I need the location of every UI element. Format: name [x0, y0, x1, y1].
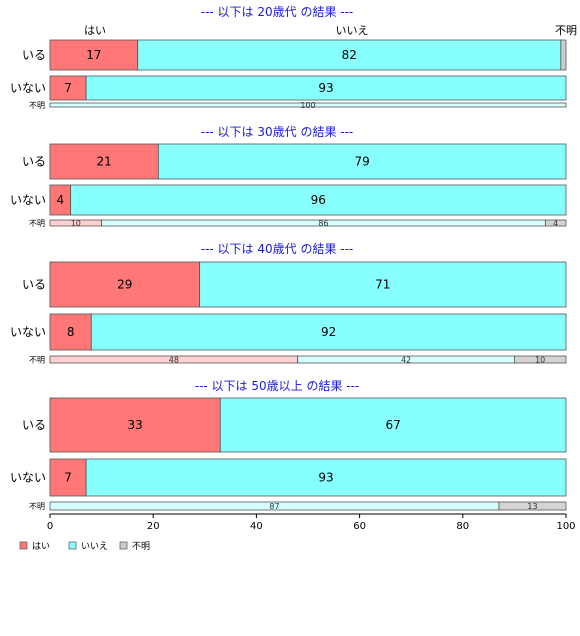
- bar-segment: [49, 261, 201, 308]
- row-label: 不明: [29, 101, 45, 110]
- panel-title: --- 以下は 20歳代 の結果 ---: [201, 5, 354, 19]
- row-label: いる: [22, 155, 46, 169]
- bar-value-label: 93: [318, 81, 333, 95]
- row-label: 不明: [29, 356, 45, 365]
- bar-segment: [560, 39, 567, 71]
- bar-segment: [498, 501, 567, 511]
- panel-title: --- 以下は 50歳以上 の結果 ---: [195, 379, 360, 393]
- row-label: いる: [22, 278, 46, 292]
- bar-segment: [219, 397, 567, 453]
- bar-value-label: 92: [321, 325, 336, 339]
- legend-label: 不明: [132, 541, 150, 552]
- bar-value-label: 10: [535, 356, 545, 365]
- x-tick-label: 60: [353, 521, 366, 532]
- bar-segment: [90, 313, 567, 351]
- row-label: いない: [10, 193, 46, 207]
- x-tick-label: 100: [556, 521, 575, 532]
- bar-segment: [49, 39, 139, 71]
- bar-value-label: 29: [117, 278, 132, 292]
- bar-segment: [85, 75, 567, 101]
- bar-value-label: 10: [71, 219, 81, 228]
- bar-segment: [85, 458, 567, 497]
- top-category-label: はい: [84, 24, 106, 37]
- bar-value-label: 17: [86, 48, 101, 62]
- bar-value-label: 87: [269, 502, 279, 511]
- bar-value-label: 33: [127, 418, 142, 432]
- bar-value-label: 8: [67, 325, 75, 339]
- bar-value-label: 4: [56, 193, 64, 207]
- bar-value-label: 48: [169, 356, 179, 365]
- bar-value-label: 7: [64, 471, 72, 485]
- row-label: いない: [10, 471, 46, 485]
- bar-segment: [49, 102, 567, 108]
- bar-segment: [514, 355, 567, 364]
- bar-segment: [49, 75, 87, 101]
- bar-value-label: 100: [300, 101, 315, 110]
- x-tick-label: 0: [47, 521, 53, 532]
- bar-segment: [157, 143, 567, 180]
- x-tick-label: 80: [456, 521, 469, 532]
- row-label: いない: [10, 325, 46, 339]
- bar-value-label: 67: [385, 418, 400, 432]
- legend-swatch: [119, 541, 128, 550]
- top-category-label: いいえ: [336, 24, 369, 37]
- bar-value-label: 79: [355, 155, 370, 169]
- bar-value-label: 21: [97, 155, 112, 169]
- bar-segment: [49, 143, 159, 180]
- panel-title: --- 以下は 40歳代 の結果 ---: [201, 242, 354, 256]
- bar-value-label: 82: [342, 48, 357, 62]
- top-category-label: 不明: [555, 24, 577, 37]
- bar-segment: [199, 261, 567, 308]
- bar-value-label: 86: [318, 219, 328, 228]
- bar-value-label: 7: [64, 81, 72, 95]
- bar-segment: [137, 39, 562, 71]
- bar-segment: [544, 219, 567, 227]
- bar-segment: [49, 397, 221, 453]
- bar-value-label: 71: [375, 278, 390, 292]
- bar-segment: [70, 184, 567, 216]
- bar-value-label: 42: [401, 356, 411, 365]
- row-label: いる: [22, 48, 46, 62]
- x-tick-label: 40: [250, 521, 263, 532]
- bar-value-label: 13: [527, 502, 537, 511]
- row-label: 不明: [29, 502, 45, 511]
- panel-title: --- 以下は 30歳代 の結果 ---: [201, 125, 354, 139]
- legend-label: はい: [32, 541, 50, 552]
- row-label: いない: [10, 81, 46, 95]
- legend-swatch: [19, 541, 28, 550]
- row-label: 不明: [29, 219, 45, 228]
- bar-value-label: 93: [318, 471, 333, 485]
- x-tick-label: 20: [147, 521, 160, 532]
- bar-value-label: 4: [553, 219, 558, 228]
- legend-label: いいえ: [81, 541, 108, 552]
- bar-value-label: 96: [311, 193, 326, 207]
- legend-swatch: [68, 541, 77, 550]
- row-label: いる: [22, 418, 46, 432]
